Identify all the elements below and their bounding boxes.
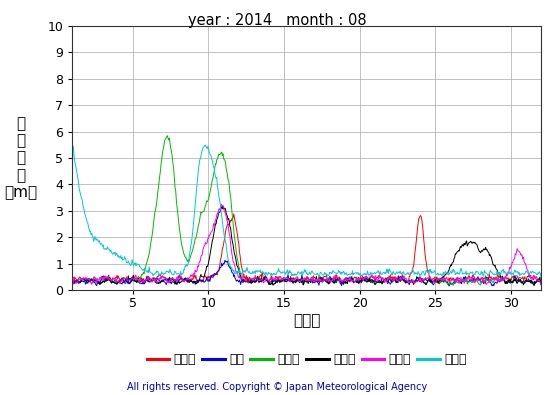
石廈崎 <box>70 278 77 282</box>
経ヶ崎 <box>538 281 544 286</box>
生月島 <box>287 280 294 284</box>
生月島 <box>70 278 77 282</box>
上ノ国 <box>287 274 294 279</box>
屋久島 <box>538 277 544 282</box>
経ヶ崎 <box>270 282 276 287</box>
屋久島 <box>270 273 276 277</box>
生月島 <box>69 280 75 285</box>
唐桑 <box>417 279 424 284</box>
生月島 <box>538 282 544 286</box>
上ノ国 <box>134 280 141 285</box>
上ノ国 <box>230 211 237 216</box>
Line: 経ヶ崎: 経ヶ崎 <box>72 206 541 287</box>
石廈崎 <box>287 276 294 281</box>
石廈崎 <box>164 134 171 138</box>
上ノ国 <box>406 274 412 279</box>
唐桑 <box>134 280 141 284</box>
Line: 上ノ国: 上ノ国 <box>72 214 541 284</box>
石廈崎 <box>538 281 544 286</box>
上ノ国 <box>417 213 424 218</box>
屋久島 <box>134 262 141 267</box>
石廈崎 <box>134 275 141 280</box>
Line: 屋久島: 屋久島 <box>72 145 541 280</box>
上ノ国 <box>69 281 75 286</box>
生月島 <box>218 202 224 207</box>
経ヶ崎 <box>417 276 424 280</box>
Text: 有
義
波
高
（m）: 有 義 波 高 （m） <box>4 116 37 200</box>
生月島 <box>406 280 412 285</box>
経ヶ崎 <box>70 278 77 282</box>
唐桑 <box>287 277 294 282</box>
Line: 唐桑: 唐桑 <box>72 261 541 286</box>
Line: 生月島: 生月島 <box>72 204 541 284</box>
生月島 <box>270 275 276 280</box>
石廈崎 <box>406 278 412 283</box>
唐桑 <box>270 277 276 282</box>
石廈崎 <box>270 282 276 287</box>
上ノ国 <box>538 282 544 287</box>
経ヶ崎 <box>220 203 226 208</box>
Text: All rights reserved. Copyright © Japan Meteorological Agency: All rights reserved. Copyright © Japan M… <box>128 382 427 392</box>
唐桑 <box>70 281 77 286</box>
生月島 <box>483 282 490 287</box>
生月島 <box>417 279 424 284</box>
唐桑 <box>538 283 544 288</box>
屋久島 <box>69 189 75 194</box>
経ヶ崎 <box>287 276 294 281</box>
上ノ国 <box>270 278 276 283</box>
屋久島 <box>201 143 208 148</box>
Legend: 上ノ国, 唐桑, 石廈崎, 経ヶ崎, 生月島, 屋久島: 上ノ国, 唐桑, 石廈崎, 経ヶ崎, 生月島, 屋久島 <box>142 348 472 371</box>
上ノ国 <box>70 275 77 279</box>
屋久島 <box>70 154 77 158</box>
生月島 <box>134 278 141 282</box>
屋久島 <box>417 273 424 277</box>
石廈崎 <box>69 284 75 289</box>
Text: year : 2014   month : 08: year : 2014 month : 08 <box>188 13 367 28</box>
経ヶ崎 <box>406 278 412 283</box>
屋久島 <box>406 272 412 277</box>
唐桑 <box>221 258 228 263</box>
唐桑 <box>446 284 452 288</box>
経ヶ崎 <box>134 277 141 282</box>
屋久島 <box>287 269 294 274</box>
X-axis label: （日）: （日） <box>293 313 320 328</box>
経ヶ崎 <box>69 284 75 289</box>
唐桑 <box>406 282 412 287</box>
Line: 石廈崎: 石廈崎 <box>72 136 541 287</box>
石廈崎 <box>417 276 424 280</box>
唐桑 <box>69 280 75 285</box>
